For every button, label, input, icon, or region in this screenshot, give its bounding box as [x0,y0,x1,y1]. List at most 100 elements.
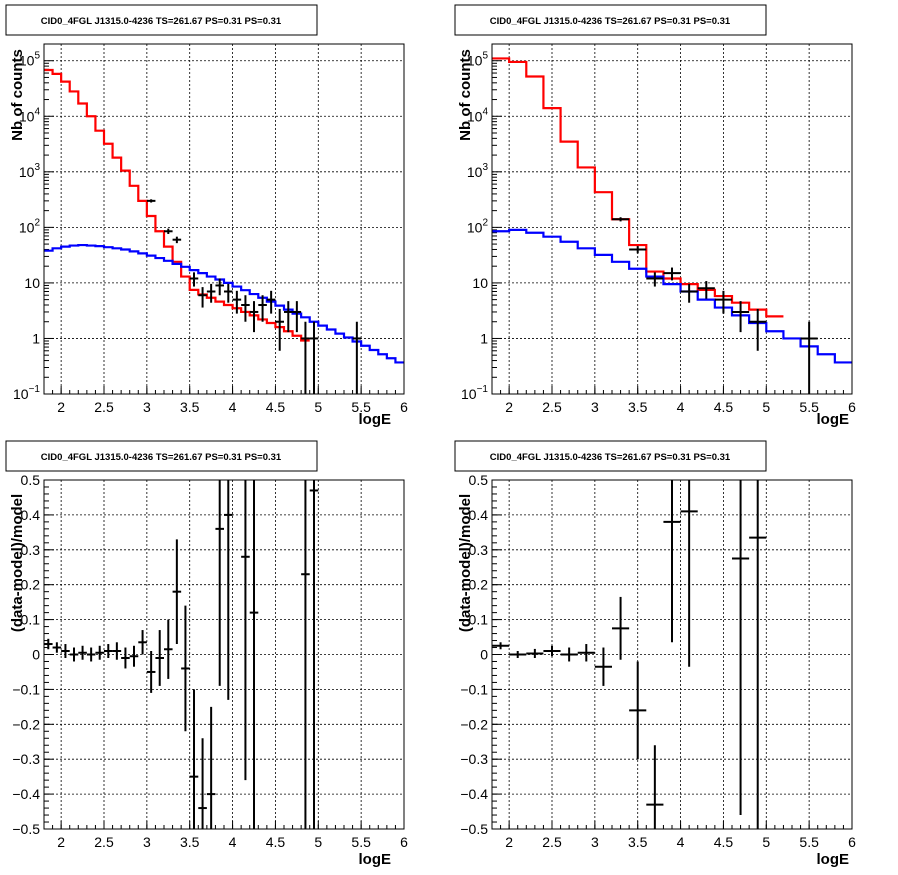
x-tick-label: 4 [677,834,685,850]
data-point [697,281,715,299]
plot-area: 2 2.5 3 3.5 4 4.5 5 5.5 6 −0.5 −0.4 −0.3 −0.2 −0.1 0 0.… [460,472,856,850]
top-left-counts-panel: CID0_4FGL J1315.0-4236 TS=261.67 PS=0.31… [5,4,408,428]
y-axis-label: (data-model)/model [9,494,26,632]
plot-frame [491,43,853,395]
data-point [577,644,595,662]
data-point [224,283,233,303]
data-point [69,647,79,662]
data-point [749,480,767,829]
data-point [241,295,250,322]
y-tick-label: 104 [467,106,489,124]
data-point [629,661,647,760]
x-tick-label: 2 [57,834,65,850]
x-tick-label: 2.5 [542,834,562,850]
x-tick-label: 3 [591,399,599,415]
data-point [680,283,698,303]
data-point [732,480,750,816]
x-tick-label: 6 [848,834,856,850]
top-right-counts-panel: CID0_4FGL J1315.0-4236 TS=261.67 PS=0.31… [454,4,856,428]
data-point [301,321,310,394]
x-tick-label: 5 [762,834,770,850]
data-point [663,267,681,281]
y-tick-label: −0.1 [12,681,40,697]
data-point [172,236,182,244]
data-point [146,651,156,693]
plot-frame [43,43,405,395]
x-tick-label: 5 [314,399,322,415]
y-tick-label: 0 [32,647,40,663]
panel-title: CID0_4FGL J1315.0-4236 TS=261.67 PS=0.31… [490,452,731,463]
data-point [138,630,147,655]
plot-background [492,44,852,394]
data-point [258,295,267,322]
data-point [612,596,630,660]
y-tick-label: 0.5 [469,472,489,488]
data-point [275,308,284,351]
x-tick-label: 3 [591,834,599,850]
x-tick-label: 3.5 [180,399,200,415]
y-tick-label: 0.2 [469,577,489,593]
y-axis-label: (data-model)/model [457,494,474,632]
y-tick-label: 0.3 [469,542,489,558]
data-point [95,645,104,660]
data-point [800,321,818,394]
data-point [181,605,190,732]
data-point [112,642,122,660]
data-point [560,647,578,662]
panel-title: CID0_4FGL J1315.0-4236 TS=261.67 PS=0.31… [490,16,731,27]
x-axis-label: logE [817,851,850,868]
x-tick-label: 5.5 [799,834,819,850]
x-tick-label: 5.5 [799,399,819,415]
x-tick-label: 4.5 [266,834,286,850]
data-point [249,301,259,333]
y-tick-label: 0.4 [21,507,41,523]
y-tick-label: 103 [19,162,41,180]
data-point [646,272,664,287]
y-tick-label: 10−1 [461,384,488,402]
y-tick-label: 1 [480,330,488,346]
x-tick-label: 6 [848,399,856,415]
y-axis-label: Nb of counts [457,49,474,141]
x-tick-label: 3.5 [180,834,200,850]
data-point [206,706,216,829]
plot-area: 2 2.5 3 3.5 4 4.5 5 5.5 6 −0.5 −0.4 −0.3 −0.2 −0.1 0 0.… [12,472,408,850]
y-tick-label: −0.3 [12,751,40,767]
data-point [680,480,698,667]
data-point [129,645,139,667]
x-tick-label: 3 [143,834,151,850]
y-tick-label: −0.4 [12,786,40,802]
data-point [526,648,544,658]
y-tick-label: 10 [24,275,40,291]
data-point [309,321,319,394]
data-point [612,217,630,222]
y-tick-label: −0.1 [460,681,488,697]
data-point [104,644,113,658]
data-point [172,539,182,645]
x-tick-label: 4 [677,399,685,415]
data-point [249,480,259,829]
panel-title: CID0_4FGL J1315.0-4236 TS=261.67 PS=0.31… [41,16,282,27]
data-point [164,228,173,234]
x-tick-label: 2.5 [94,834,114,850]
x-tick-label: 3.5 [628,834,648,850]
bottom-left-residual-panel: CID0_4FGL J1315.0-4236 TS=261.67 PS=0.31… [5,440,408,868]
x-tick-label: 2 [57,399,65,415]
data-point [215,278,224,296]
y-tick-label: 0.1 [21,612,41,628]
y-tick-label: 105 [19,51,41,69]
x-axis-label: logE [359,851,392,868]
data-point [44,638,53,650]
data-point [224,480,233,700]
panel-title: CID0_4FGL J1315.0-4236 TS=261.67 PS=0.31… [41,452,282,463]
y-tick-label: 0.4 [469,507,489,523]
data-point [189,272,199,287]
y-tick-label: 102 [19,217,41,235]
x-tick-label: 3.5 [628,399,648,415]
y-tick-label: −0.2 [460,716,488,732]
data-point [663,480,681,643]
y-tick-label: −0.3 [460,751,488,767]
y-tick-label: 0.3 [21,542,41,558]
plot-area: 2 2.5 3 3.5 4 4.5 5 5.5 6 10−1 1 10 102 103 104 105 [13,43,408,415]
data-point [509,651,527,658]
